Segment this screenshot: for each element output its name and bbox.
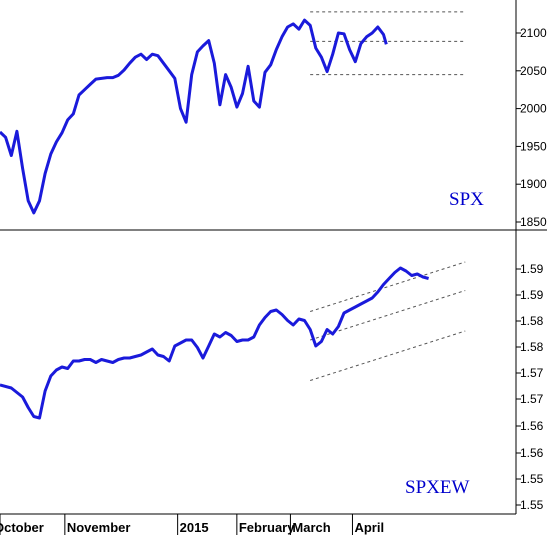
x-month-label: February [239,520,295,535]
spxew-y-tick-label: 1.55 [520,498,544,512]
spxew-y-tick-label: 1.56 [520,419,544,433]
spx-label: SPX [449,189,484,210]
x-month-label: November [67,520,131,535]
spxew-label: SPXEW [405,477,469,498]
spxew-y-tick-label: 1.59 [520,288,544,302]
spx-y-tick-label: 2100 [520,26,547,40]
spx-y-tick-label: 2050 [520,64,547,78]
spxew-y-tick-label: 1.56 [520,446,544,460]
x-month-label: October [0,520,44,535]
spxew-series-line [0,266,429,420]
x-month-label: April [354,520,384,535]
spxew-y-tick-label: 1.59 [520,262,544,276]
spxew-channel-line [310,261,466,312]
spx-y-tick-label: 1850 [520,215,547,229]
spxew-channel-line [310,330,466,381]
spx-panel: 1850 1900 1950 2000 2050 2100 SPX [0,11,547,229]
spx-series-line [0,18,388,215]
spx-y-tick-label: 1950 [520,139,547,153]
spxew-y-tick-label: 1.57 [520,366,544,380]
x-month-label: 2015 [180,520,209,535]
x-month-label: March [292,520,330,535]
spxew-y-tick-label: 1.58 [520,340,544,354]
spxew-y-tick-label: 1.58 [520,314,544,328]
spxew-panel: 1.55 1.55 1.56 1.56 1.57 1.57 1.58 1.58 1.59 1.59… [0,261,544,512]
spxew-y-tick-label: 1.55 [520,472,544,486]
spxew-y-tick-label: 1.57 [520,392,544,406]
chart-frame [0,0,547,515]
spx-y-tick-label: 2000 [520,102,547,116]
spx-y-tick-label: 1900 [520,177,547,191]
